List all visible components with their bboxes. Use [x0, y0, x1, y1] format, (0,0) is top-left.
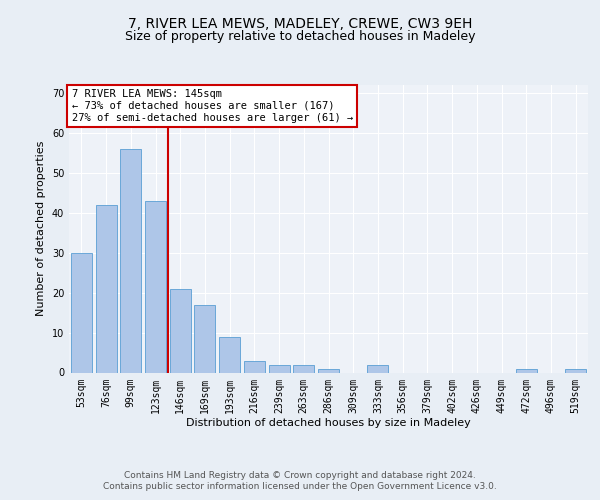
- Bar: [244, 360, 265, 372]
- Bar: [293, 364, 314, 372]
- Text: Contains HM Land Registry data © Crown copyright and database right 2024.: Contains HM Land Registry data © Crown c…: [124, 471, 476, 480]
- Bar: [71, 252, 92, 372]
- Text: 7, RIVER LEA MEWS, MADELEY, CREWE, CW3 9EH: 7, RIVER LEA MEWS, MADELEY, CREWE, CW3 9…: [128, 18, 472, 32]
- Bar: [516, 368, 537, 372]
- Bar: [170, 288, 191, 372]
- Text: 7 RIVER LEA MEWS: 145sqm
← 73% of detached houses are smaller (167)
27% of semi-: 7 RIVER LEA MEWS: 145sqm ← 73% of detach…: [71, 90, 353, 122]
- Text: Size of property relative to detached houses in Madeley: Size of property relative to detached ho…: [125, 30, 475, 43]
- Bar: [565, 368, 586, 372]
- Bar: [367, 364, 388, 372]
- Bar: [120, 149, 141, 372]
- Bar: [269, 364, 290, 372]
- Y-axis label: Number of detached properties: Number of detached properties: [36, 141, 46, 316]
- Bar: [194, 304, 215, 372]
- Bar: [145, 201, 166, 372]
- Bar: [219, 336, 240, 372]
- Text: Contains public sector information licensed under the Open Government Licence v3: Contains public sector information licen…: [103, 482, 497, 491]
- X-axis label: Distribution of detached houses by size in Madeley: Distribution of detached houses by size …: [186, 418, 471, 428]
- Bar: [95, 205, 116, 372]
- Bar: [318, 368, 339, 372]
